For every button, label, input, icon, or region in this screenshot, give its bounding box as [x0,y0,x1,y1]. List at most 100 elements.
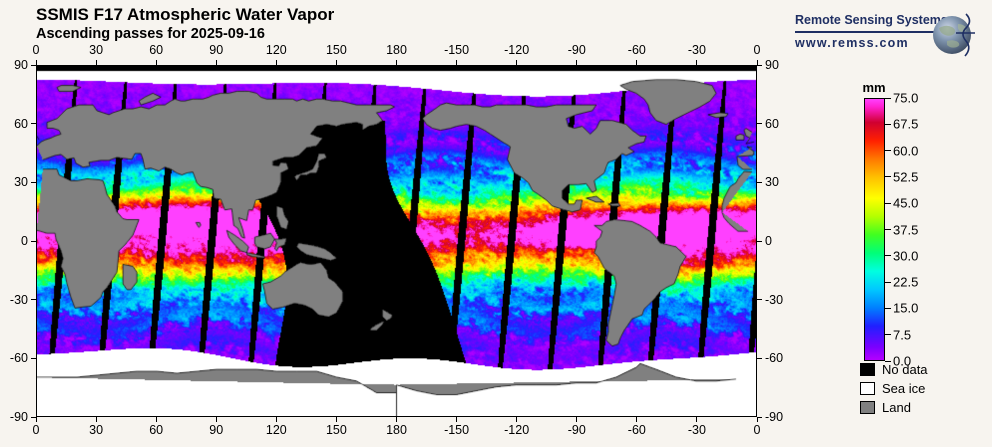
x-axis-label: 0 [753,423,761,437]
y-axis-label-left: -60 [9,351,28,366]
colorbar-tick-label: 52.5 [893,169,919,185]
colorbar-tick-label: 60.0 [893,143,919,159]
y-axis-tick [31,123,36,125]
colorbar-tick [885,255,891,257]
x-axis-tick [576,60,578,65]
colorbar-tick-label: 0.0 [893,353,912,369]
colorbar-tick-label: 22.5 [893,274,919,290]
colorbar-tick-label: 30.0 [893,248,919,264]
colorbar-tick-label: 67.5 [893,116,919,132]
y-axis-tick [757,181,762,183]
x-axis-tick [756,417,758,422]
x-axis-tick [396,60,397,65]
x-axis-tick [396,417,397,422]
page-title: SSMIS F17 Atmospheric Water Vapor [36,5,335,24]
map-plot-area[interactable] [36,65,757,417]
x-axis-label: 150 [325,423,347,437]
legend-label: Land [882,400,911,415]
x-axis-tick [155,60,157,65]
colorbar-tick [885,229,891,230]
y-axis-tick [31,357,36,359]
x-axis-tick [516,60,518,65]
globe-icon [933,13,975,57]
legend-swatch [860,382,875,395]
colorbar-tick-label: 75.0 [893,90,919,106]
x-axis-label: 90 [209,423,224,437]
x-axis-tick [275,417,277,422]
y-axis-label-left: 30 [14,175,28,190]
colorbar[interactable] [864,98,885,361]
y-axis-label-right: 90 [765,58,779,72]
colorbar-tick [885,307,891,309]
x-axis-tick [335,60,337,65]
y-axis-label-left: -30 [9,292,28,307]
y-axis-label-right: 30 [765,175,779,190]
colorbar-tick [885,150,891,152]
x-axis-tick [636,60,638,65]
x-axis-label: 180 [386,43,407,57]
y-axis-tick [757,64,762,66]
x-axis-tick [35,417,37,422]
x-axis-tick [696,60,698,65]
legend-label: Sea ice [882,381,926,396]
x-axis-label: 60 [149,43,164,57]
water-vapor-heatmap[interactable] [37,66,756,416]
legend-item: Sea ice [860,379,928,398]
y-axis-label-right: 0 [765,234,772,248]
x-axis-label: 30 [89,43,104,57]
x-axis-label: 0 [753,43,761,57]
x-axis-label: -120 [504,43,530,57]
remss-logo[interactable]: Remote Sensing Systems www.remss.com [795,8,985,62]
x-axis-tick [275,60,277,65]
colorbar-tick [885,334,891,336]
x-axis-tick [95,417,97,422]
colorbar-tick [885,97,891,99]
colorbar-tick [885,123,891,125]
colorbar-tick-label: 37.5 [893,222,919,237]
x-axis-label: -150 [444,43,470,57]
y-axis-label-right: -90 [765,410,784,424]
colorbar-tick-label: 7.5 [893,327,912,343]
map-legend: No data Sea ice Land [860,360,928,417]
x-axis-tick [95,60,97,65]
colorbar-tick-label: 45.0 [893,195,919,211]
x-axis-tick [35,60,37,65]
x-axis-label: -30 [687,43,706,57]
logo-website-url: www.remss.com [795,36,909,50]
colorbar-tick [885,360,891,362]
legend-label: No data [882,362,928,377]
x-axis-label: 30 [89,423,104,437]
y-axis-tick [31,240,36,242]
colorbar-tick [885,176,891,178]
y-axis-tick [757,123,762,125]
x-axis-label: 120 [265,43,287,57]
x-axis-tick [576,417,578,422]
y-axis-label-left: -90 [9,410,28,424]
y-axis-tick [757,240,762,242]
y-axis-tick [757,416,762,418]
x-axis-label: -150 [444,423,470,437]
y-axis-tick [31,64,36,66]
logo-organization-name: Remote Sensing Systems [795,13,948,27]
y-axis-label-right: -30 [765,292,784,307]
x-axis-tick [516,417,518,422]
y-axis-tick [757,299,762,301]
colorbar-tick [885,202,891,204]
y-axis-tick [31,181,36,183]
x-axis-label: -90 [567,43,586,57]
x-axis-label: 150 [325,43,347,57]
y-axis-label-right: -60 [765,351,784,366]
logo-divider [795,31,935,33]
legend-swatch [860,363,875,376]
x-axis-tick [215,417,217,422]
colorbar-unit-label: mm [862,80,886,95]
x-axis-tick [636,417,638,422]
x-axis-tick [456,417,458,422]
y-axis-tick [31,299,36,301]
colorbar-tick [885,281,891,283]
x-axis-label: -120 [504,423,530,437]
x-axis-label: -30 [687,423,706,437]
x-axis-label: 0 [32,423,40,437]
x-axis-label: -90 [567,423,586,437]
